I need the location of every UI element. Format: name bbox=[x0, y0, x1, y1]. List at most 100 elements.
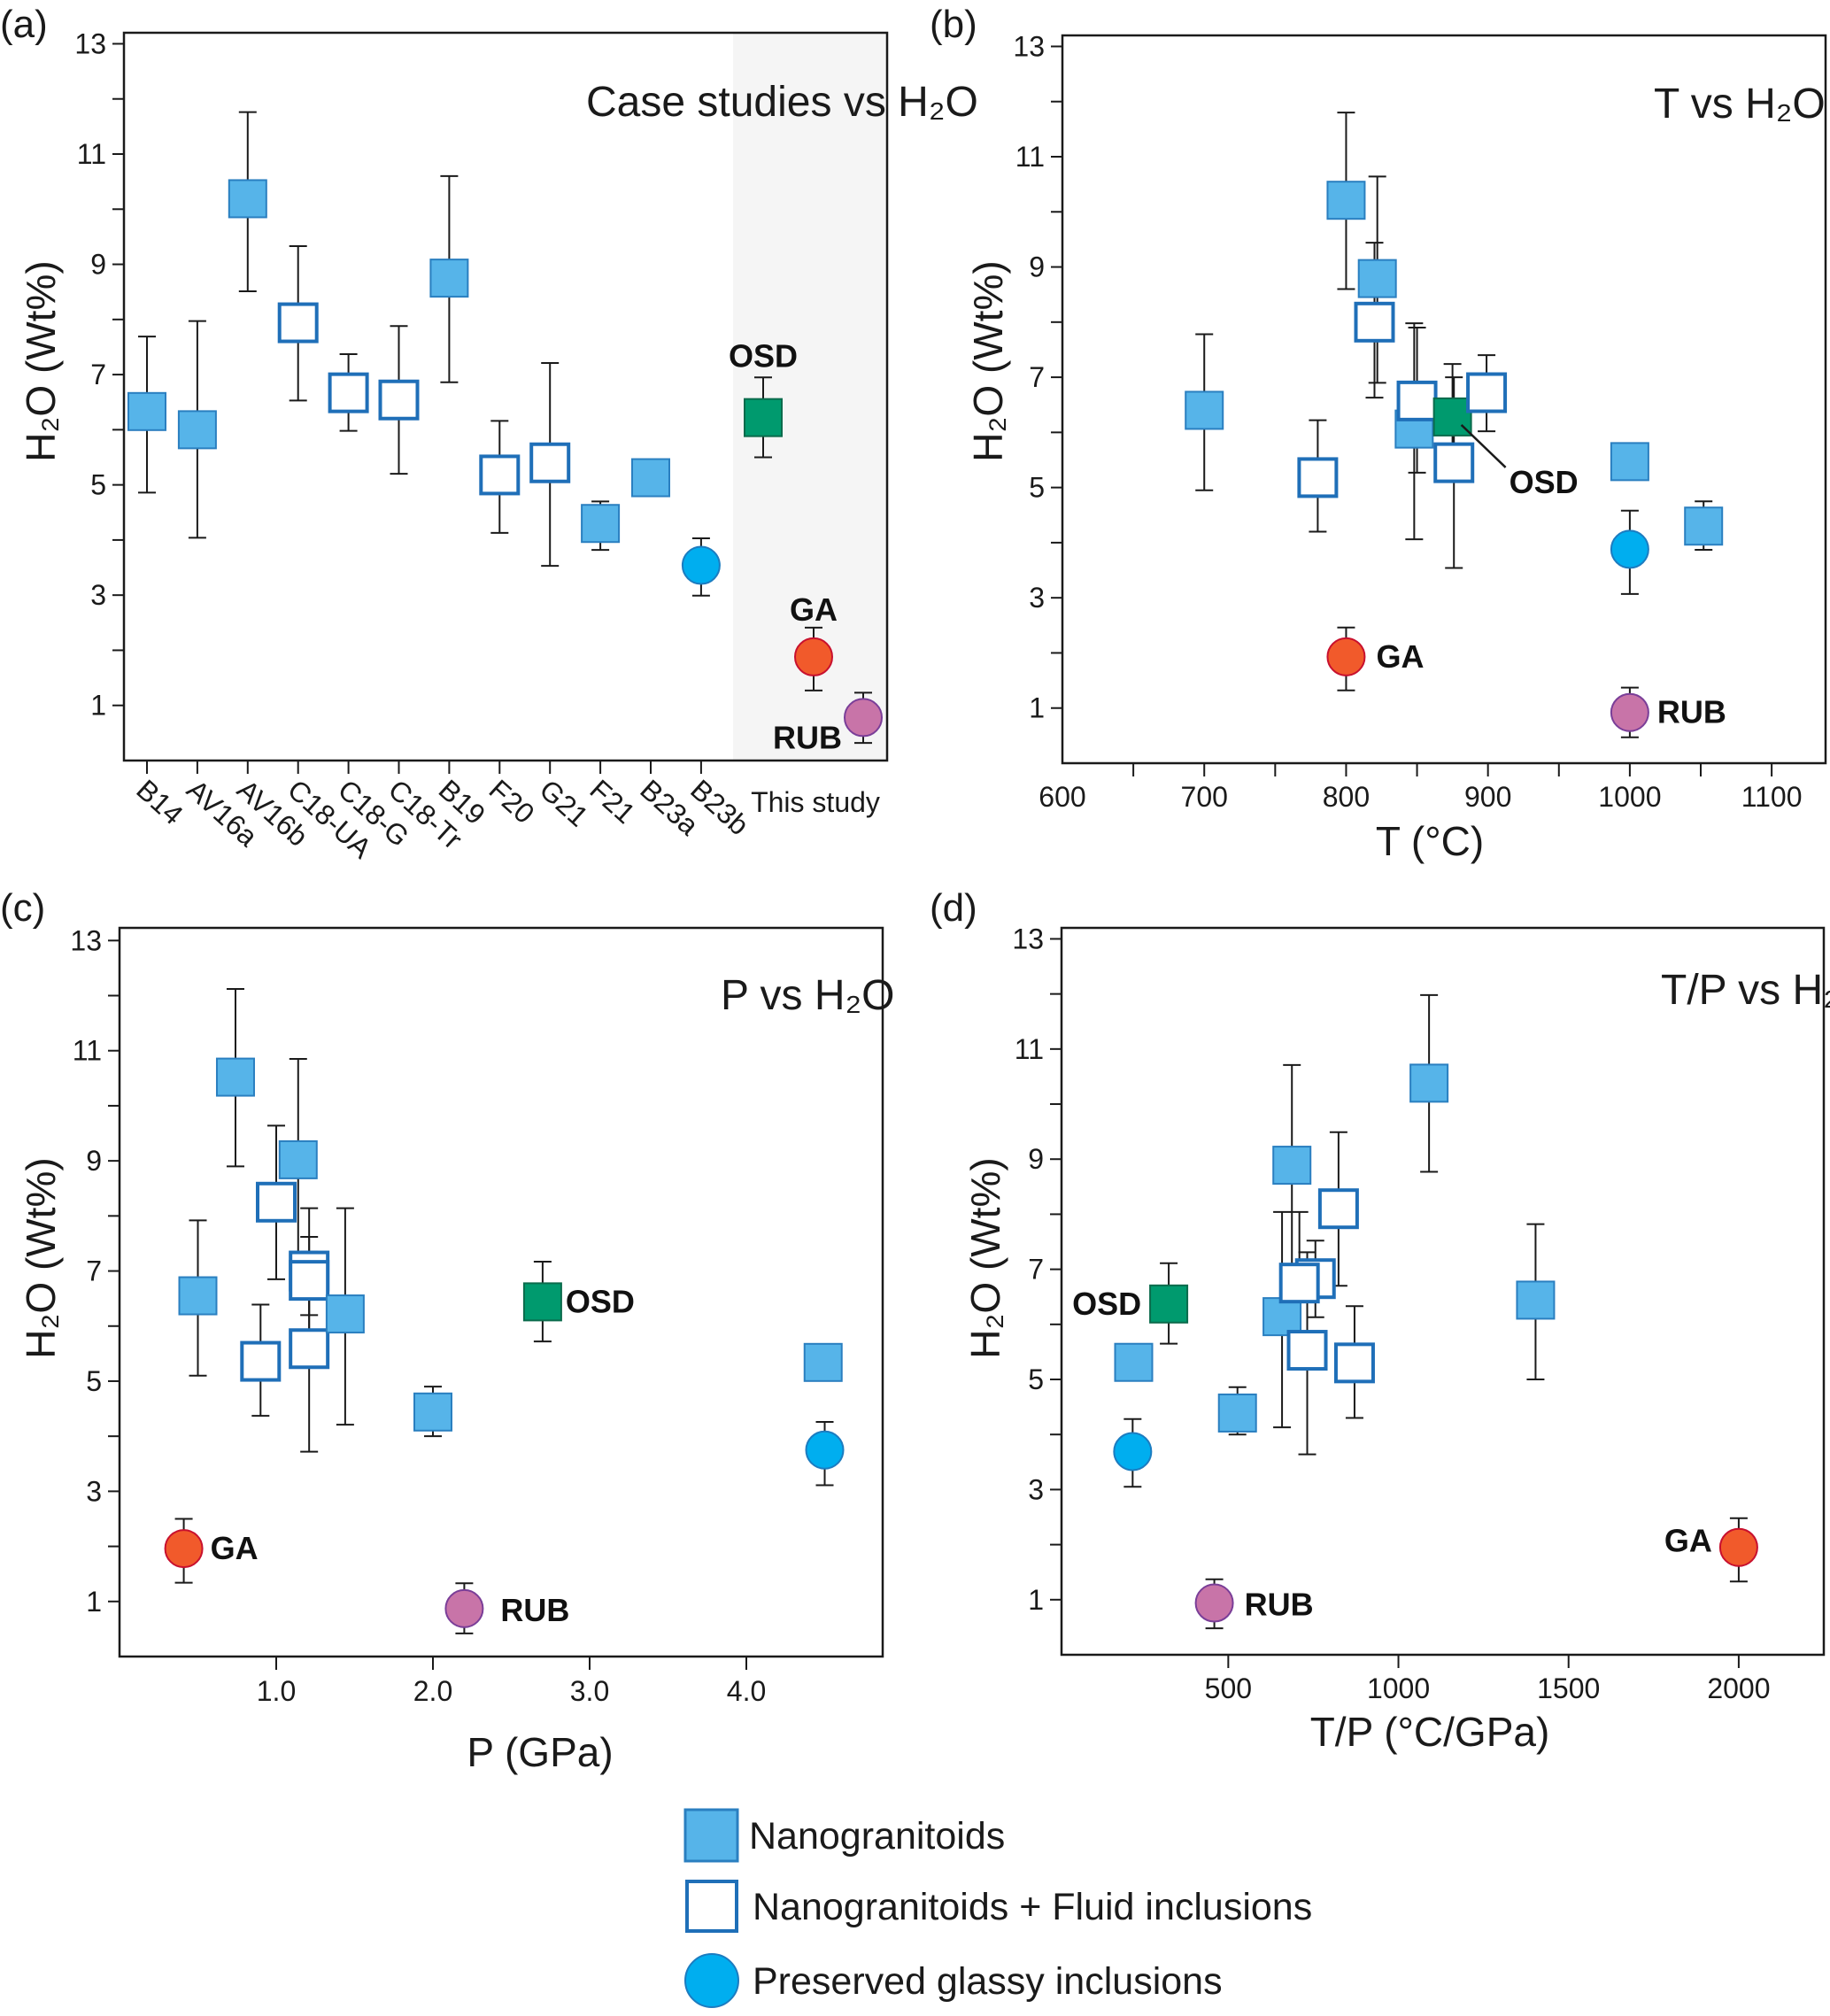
x-tick-label: 1100 bbox=[1741, 781, 1803, 813]
data-point-fi bbox=[256, 1181, 297, 1223]
data-point-fi bbox=[289, 1328, 330, 1370]
data-point-ga bbox=[1718, 1527, 1758, 1567]
legend: Nanogranitoids Nanogranitoids + Fluid in… bbox=[683, 1808, 1312, 2008]
data-point-nano bbox=[215, 1057, 255, 1097]
y-tick-label: 13 bbox=[74, 27, 106, 59]
label-leader-line bbox=[1460, 424, 1507, 468]
y-tick-label: 5 bbox=[1028, 1363, 1044, 1395]
data-point-glass bbox=[1610, 529, 1649, 569]
x-tick-label: 1500 bbox=[1537, 1672, 1600, 1704]
x-tick-label: 1.0 bbox=[257, 1675, 296, 1707]
x-category-label: F20 bbox=[483, 773, 541, 830]
panel-title: P vs H₂O bbox=[721, 972, 894, 1019]
data-point-nano bbox=[581, 504, 621, 544]
point-label-rub: RUB bbox=[1245, 1587, 1314, 1623]
data-point-fi bbox=[1354, 301, 1395, 343]
data-point-nano bbox=[127, 391, 166, 431]
data-point-nano bbox=[1114, 1342, 1154, 1382]
y-tick-label: 11 bbox=[73, 1035, 102, 1067]
panel-letter: (b) bbox=[930, 3, 977, 46]
y-tick-label: 13 bbox=[1013, 30, 1045, 62]
x-category-label: This study bbox=[751, 786, 880, 818]
legend-glass-label: Preserved glassy inclusions bbox=[753, 1960, 1223, 2003]
x-tick-label: 500 bbox=[1205, 1672, 1252, 1704]
data-point-nano bbox=[631, 458, 670, 498]
point-label-ga: GA bbox=[1664, 1523, 1712, 1559]
x-tick-label: 2000 bbox=[1707, 1672, 1770, 1704]
data-point-ga bbox=[1326, 637, 1366, 676]
x-tick-label: 700 bbox=[1181, 781, 1228, 813]
y-tick-label: 5 bbox=[90, 469, 106, 501]
y-tick-label: 9 bbox=[86, 1145, 102, 1177]
data-point-fi bbox=[277, 302, 319, 344]
y-tick-label: 5 bbox=[1029, 472, 1045, 504]
point-label-ga: GA bbox=[790, 591, 838, 628]
x-tick-label: 1000 bbox=[1367, 1672, 1430, 1704]
legend-fi-label: Nanogranitoids + Fluid inclusions bbox=[753, 1886, 1312, 1928]
y-tick-label: 5 bbox=[86, 1365, 102, 1397]
data-point-osd bbox=[744, 398, 783, 437]
y-tick-label: 13 bbox=[1012, 923, 1044, 954]
legend-glass-marker bbox=[684, 1953, 739, 2008]
x-tick-label: 1000 bbox=[1598, 781, 1661, 813]
panels: 135791113B14AV16aAV16bC18-UAC18-GC18-TrB… bbox=[0, 3, 1830, 1775]
y-tick-label: 11 bbox=[1015, 141, 1045, 173]
x-category-label: B14 bbox=[130, 773, 189, 830]
data-point-nano bbox=[1610, 442, 1649, 482]
y-tick-label: 7 bbox=[86, 1255, 102, 1287]
x-category-label: B23a bbox=[634, 773, 705, 841]
data-point-ga bbox=[164, 1529, 204, 1569]
panel-letter: (a) bbox=[0, 3, 48, 46]
y-tick-label: 1 bbox=[90, 690, 106, 722]
point-label-osd: OSD bbox=[1072, 1286, 1141, 1322]
data-point-fi bbox=[378, 379, 420, 421]
y-tick-label: 3 bbox=[1029, 582, 1045, 614]
data-point-fi bbox=[1286, 1330, 1328, 1371]
data-point-nano bbox=[1326, 181, 1366, 220]
x-tick-label: 900 bbox=[1464, 781, 1511, 813]
panel-letter: (d) bbox=[930, 886, 977, 930]
y-tick-label: 9 bbox=[1028, 1143, 1044, 1175]
y-tick-label: 9 bbox=[90, 249, 106, 281]
data-point-glass bbox=[805, 1430, 845, 1470]
data-point-fi bbox=[1433, 442, 1475, 483]
axes-frame bbox=[122, 31, 889, 762]
data-point-nano bbox=[177, 410, 217, 450]
point-label-rub: RUB bbox=[500, 1592, 569, 1628]
panel-letter: (c) bbox=[0, 886, 45, 930]
y-tick-label: 7 bbox=[1028, 1254, 1044, 1286]
x-category-label: B23b bbox=[684, 773, 755, 841]
legend-nano-marker bbox=[683, 1808, 739, 1863]
data-point-rub bbox=[1610, 692, 1649, 732]
x-axis-title: T/P (°C/GPa) bbox=[1310, 1709, 1550, 1755]
data-point-rub bbox=[844, 698, 883, 738]
x-axis-title: P (GPa) bbox=[467, 1729, 613, 1775]
axes-frame bbox=[118, 926, 884, 1658]
data-point-nano bbox=[1684, 506, 1724, 546]
data-point-nano bbox=[228, 179, 267, 219]
point-label-osd: OSD bbox=[1510, 464, 1579, 500]
data-point-fi bbox=[1396, 380, 1438, 421]
data-point-fi bbox=[1466, 372, 1508, 413]
x-axis-title: T (°C) bbox=[1376, 818, 1484, 864]
data-point-fi bbox=[479, 454, 521, 496]
data-point-nano bbox=[178, 1276, 218, 1316]
legend-nano-label: Nanogranitoids bbox=[749, 1815, 1005, 1858]
point-label-rub: RUB bbox=[1657, 694, 1726, 730]
data-point-osd bbox=[522, 1282, 562, 1322]
x-tick-label: 4.0 bbox=[727, 1675, 766, 1707]
y-axis-title: H₂O (Wt%) bbox=[18, 1157, 64, 1358]
axes-frame bbox=[1060, 926, 1826, 1657]
y-axis-title: H₂O (Wt%) bbox=[962, 1157, 1008, 1358]
point-label-ga: GA bbox=[1376, 638, 1424, 675]
panel-title: Case studies vs H₂O bbox=[586, 79, 978, 126]
data-point-fi bbox=[1317, 1188, 1359, 1230]
data-point-rub bbox=[444, 1588, 484, 1628]
data-point-fi bbox=[1278, 1263, 1320, 1304]
y-tick-label: 1 bbox=[1029, 692, 1045, 724]
y-tick-label: 3 bbox=[1028, 1473, 1044, 1505]
data-point-nano bbox=[1272, 1146, 1312, 1186]
y-tick-label: 11 bbox=[1015, 1033, 1044, 1065]
